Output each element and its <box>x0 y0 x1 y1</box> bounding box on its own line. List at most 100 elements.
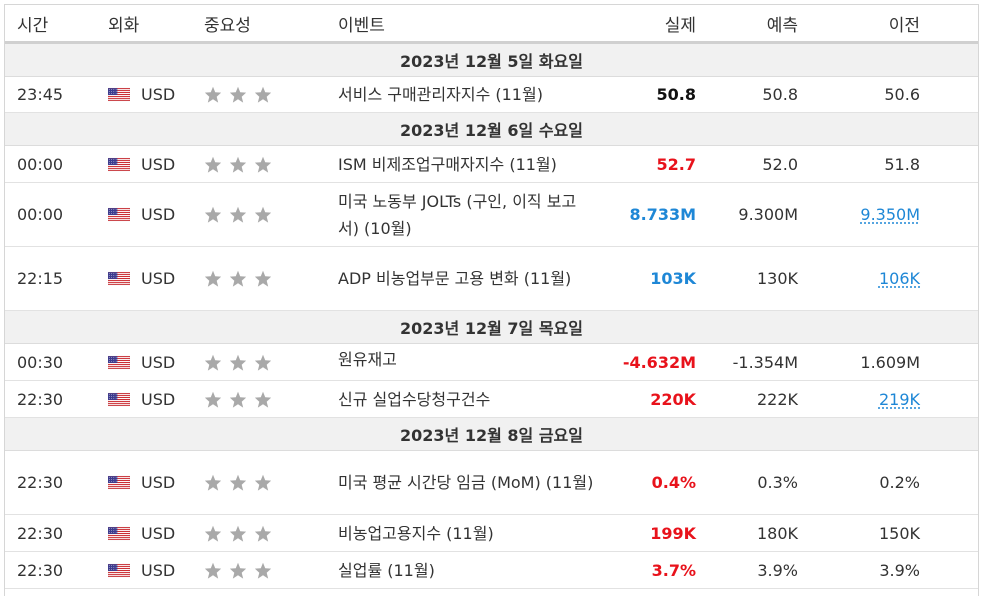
header-row: 시간 외화 중요성 이벤트 실제 예측 이전 <box>5 5 978 44</box>
previous-value: 51.8 <box>798 145 978 183</box>
table-row[interactable]: 22:30 USD 비농업고용지수 (11월) 199K 180K 150K <box>5 514 978 552</box>
date-row: 2023년 12월 5일 화요일 <box>5 42 978 77</box>
date-label: 2023년 12월 5일 화요일 <box>5 42 978 77</box>
star-icon <box>254 525 272 542</box>
currency-code: USD <box>141 352 176 372</box>
table-row[interactable]: 22:30 USD 미국 평균 시간당 임금 (MoM) (11월) 0.4% … <box>5 450 978 515</box>
table-row[interactable]: 00:00 USD 미국 노동부 JOLTs (구인, 이직 보고서) (10월… <box>5 182 978 247</box>
currency-code: USD <box>141 154 176 174</box>
header-forecast[interactable]: 예측 <box>696 5 798 44</box>
currency-code: USD <box>141 85 176 104</box>
actual-value: 50.8 <box>599 76 696 113</box>
currency-code: USD <box>141 389 176 409</box>
forecast-value: 3.9% <box>696 551 798 589</box>
star-icon <box>229 206 247 223</box>
star-icon <box>204 354 222 371</box>
event-name[interactable]: ISM 비제조업구매자지수 (11월) <box>338 145 599 183</box>
importance-stars <box>204 354 338 371</box>
forecast-value: 0.3% <box>696 450 798 515</box>
star-icon <box>229 391 247 408</box>
us-flag-icon <box>107 526 131 541</box>
currency-code: USD <box>141 560 176 580</box>
event-name[interactable]: ADP 비농업부문 고용 변화 (11월) <box>338 246 599 311</box>
previous-value: 1.609M <box>798 343 978 381</box>
star-icon <box>254 391 272 408</box>
star-icon <box>204 562 222 579</box>
table-row[interactable]: 00:30 USD 원유재고 -4.632M -1.354M 1.609M <box>5 343 978 381</box>
star-icon <box>254 156 272 173</box>
economic-calendar: 시간 외화 중요성 이벤트 실제 예측 이전 2023년 12월 5일 화요일 … <box>4 4 979 596</box>
event-name[interactable]: 원유재고 <box>338 343 599 381</box>
header-importance[interactable]: 중요성 <box>204 5 338 44</box>
actual-value: 3.7% <box>599 551 696 589</box>
forecast-value: 180K <box>696 514 798 552</box>
event-time: 23:45 <box>5 76 108 113</box>
event-time: 00:00 <box>5 182 108 247</box>
table-row[interactable]: 22:15 USD ADP 비농업부문 고용 변화 (11월) 103K 130… <box>5 246 978 311</box>
event-name[interactable]: 실업률 (11월) <box>338 551 599 589</box>
importance-stars <box>204 474 338 491</box>
previous-value-link[interactable]: 219K <box>878 389 920 409</box>
event-time: 22:30 <box>5 450 108 515</box>
importance-stars <box>204 86 338 103</box>
event-time: 22:30 <box>5 551 108 589</box>
previous-value: 3.9% <box>798 551 978 589</box>
date-label: 2023년 12월 8일 금요일 <box>5 417 978 451</box>
us-flag-icon <box>107 207 131 222</box>
actual-value: 0.4% <box>599 450 696 515</box>
actual-value: 103K <box>599 246 696 311</box>
importance-stars <box>204 391 338 408</box>
us-flag-icon <box>107 157 131 172</box>
star-icon <box>254 270 272 287</box>
event-name[interactable]: 신규 실업수당청구건수 <box>338 380 599 418</box>
actual-value: 52.7 <box>599 145 696 183</box>
header-previous[interactable]: 이전 <box>798 5 978 44</box>
actual-value: -4.632M <box>599 343 696 381</box>
forecast-value: 52.0 <box>696 145 798 183</box>
star-icon <box>254 474 272 491</box>
previous-value-link[interactable]: 106K <box>878 269 920 288</box>
calendar-table: 시간 외화 중요성 이벤트 실제 예측 이전 2023년 12월 5일 화요일 … <box>5 5 978 589</box>
star-icon <box>204 525 222 542</box>
event-name[interactable]: 비농업고용지수 (11월) <box>338 514 599 552</box>
date-label: 2023년 12월 6일 수요일 <box>5 112 978 146</box>
previous-value: 0.2% <box>798 450 978 515</box>
actual-value: 8.733M <box>599 182 696 247</box>
event-time: 22:15 <box>5 246 108 311</box>
event-name[interactable]: 미국 노동부 JOLTs (구인, 이직 보고서) (10월) <box>338 182 599 247</box>
star-icon <box>204 206 222 223</box>
star-icon <box>254 562 272 579</box>
forecast-value: 9.300M <box>696 182 798 247</box>
event-name[interactable]: 미국 평균 시간당 임금 (MoM) (11월) <box>338 450 599 515</box>
table-row[interactable]: 22:30 USD 실업률 (11월) 3.7% 3.9% 3.9% <box>5 551 978 589</box>
date-row: 2023년 12월 7일 목요일 <box>5 310 978 344</box>
table-row[interactable]: 22:30 USD 신규 실업수당청구건수 220K 222K 219K <box>5 380 978 418</box>
us-flag-icon <box>107 563 131 578</box>
header-time[interactable]: 시간 <box>5 5 108 44</box>
star-icon <box>254 206 272 223</box>
table-row[interactable]: 00:00 USD ISM 비제조업구매자지수 (11월) 52.7 52.0 … <box>5 145 978 183</box>
us-flag-icon <box>107 392 131 407</box>
event-time: 22:30 <box>5 380 108 418</box>
us-flag-icon <box>107 271 131 286</box>
header-actual[interactable]: 실제 <box>599 5 696 44</box>
us-flag-icon <box>107 355 131 370</box>
star-icon <box>229 270 247 287</box>
importance-stars <box>204 270 338 287</box>
previous-value-link[interactable]: 9.350M <box>860 205 920 224</box>
currency-code: USD <box>141 269 176 288</box>
date-label: 2023년 12월 7일 목요일 <box>5 310 978 344</box>
star-icon <box>229 354 247 371</box>
event-name[interactable]: 서비스 구매관리자지수 (11월) <box>338 76 599 113</box>
previous-value: 150K <box>798 514 978 552</box>
previous-value: 50.6 <box>798 76 978 113</box>
header-currency[interactable]: 외화 <box>108 5 204 44</box>
table-row[interactable]: 23:45 USD 서비스 구매관리자지수 (11월) 50.8 50.8 50… <box>5 76 978 113</box>
date-row: 2023년 12월 8일 금요일 <box>5 417 978 451</box>
importance-stars <box>204 156 338 173</box>
importance-stars <box>204 206 338 223</box>
forecast-value: 50.8 <box>696 76 798 113</box>
star-icon <box>204 156 222 173</box>
event-time: 00:30 <box>5 343 108 381</box>
header-event[interactable]: 이벤트 <box>338 5 599 44</box>
